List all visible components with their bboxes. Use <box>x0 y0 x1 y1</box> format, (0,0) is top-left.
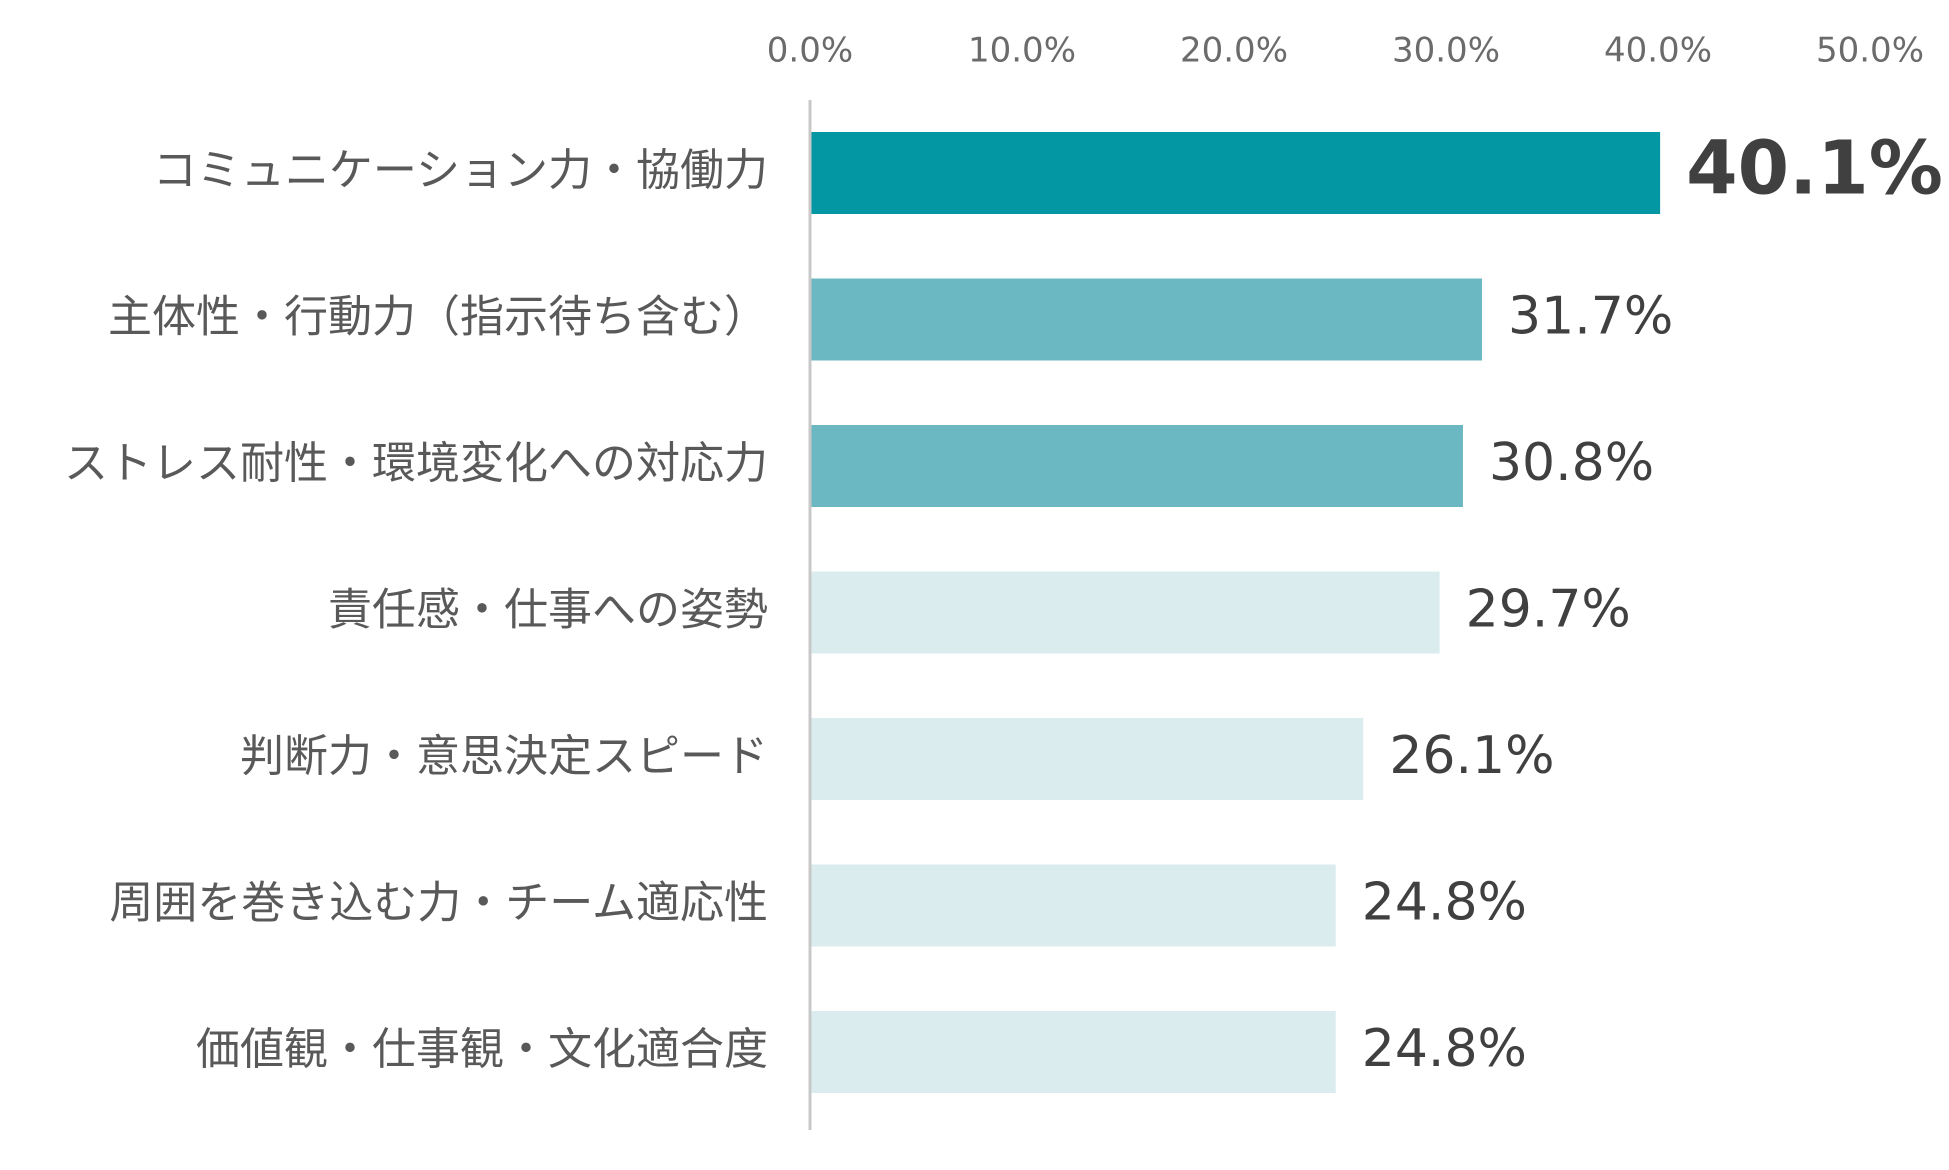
x-axis-ticks: 0.0% 10.0% 20.0% 30.0% 40.0% 50.0% <box>767 31 1924 71</box>
category-label: 価値観・仕事観・文化適合度 <box>196 1024 768 1075</box>
bar <box>810 718 1364 800</box>
data-label: 30.8% <box>1489 433 1654 493</box>
data-label: 26.1% <box>1389 726 1554 786</box>
category-label: 周囲を巻き込む力・チーム適応性 <box>109 878 768 929</box>
category-label: コミュニケーション力・協働力 <box>153 145 768 196</box>
category-label: 責任感・仕事への姿勢 <box>328 585 768 636</box>
category-label: ストレス耐性・環境変化への対応力 <box>64 438 768 489</box>
x-tick-label: 30.0% <box>1392 31 1500 71</box>
bar <box>810 132 1661 214</box>
bar <box>810 864 1336 947</box>
bar <box>810 1011 1336 1093</box>
x-tick-label: 50.0% <box>1816 31 1924 71</box>
category-label: 判断力・意思決定スピード <box>240 731 768 782</box>
x-tick-label: 20.0% <box>1180 31 1288 71</box>
x-tick-label: 0.0% <box>767 31 853 71</box>
bar <box>810 425 1463 507</box>
data-label: 24.8% <box>1362 1019 1527 1079</box>
data-label: 29.7% <box>1466 580 1631 640</box>
bar <box>810 278 1483 361</box>
data-label: 40.1% <box>1686 126 1943 212</box>
value-labels: 40.1% 31.7% 30.8% 29.7% 26.1% 24.8% 24.8% <box>1362 126 1943 1080</box>
bars <box>810 132 1661 1093</box>
bar <box>810 571 1440 654</box>
x-tick-label: 40.0% <box>1604 31 1712 71</box>
category-label: 主体性・行動力（指示待ち含む） <box>108 292 768 343</box>
data-label: 24.8% <box>1362 873 1527 933</box>
data-label: 31.7% <box>1508 287 1673 347</box>
x-tick-label: 10.0% <box>968 31 1076 71</box>
